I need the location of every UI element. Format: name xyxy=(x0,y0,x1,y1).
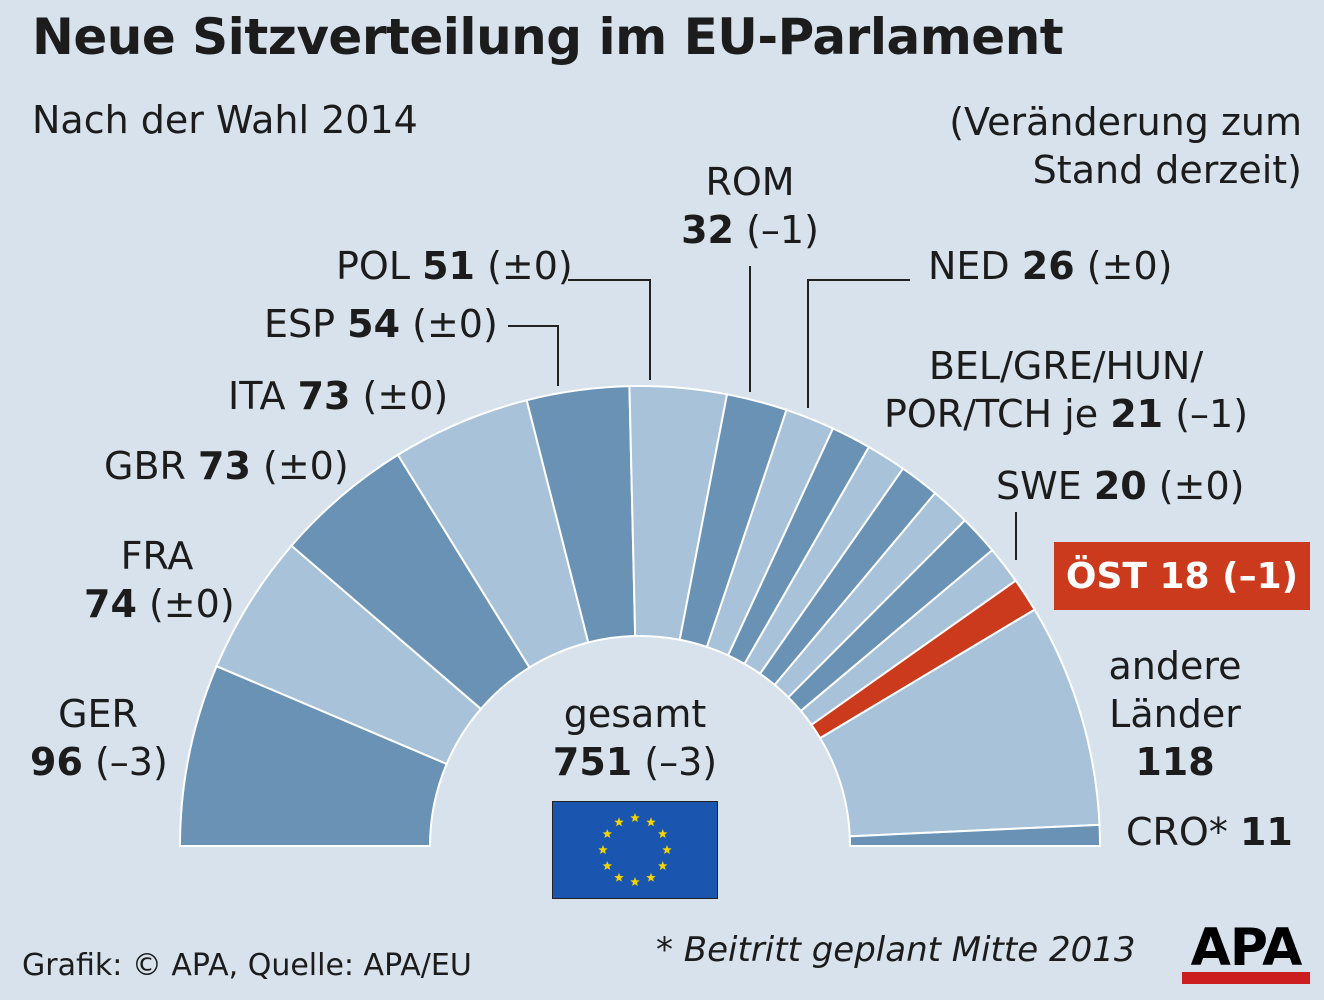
segment-cro xyxy=(848,823,1102,847)
label-esp-value: 54 xyxy=(347,302,401,346)
flag-star-icon xyxy=(657,829,668,839)
flag-star-icon xyxy=(662,845,672,855)
label-ned-value: 26 xyxy=(1021,244,1075,288)
label-pol: POL 51 (±0) xyxy=(336,242,573,290)
label-pol-name: POL xyxy=(336,244,410,288)
label-rom-name: ROM xyxy=(705,160,795,204)
label-fra: FRA 74 (±0) xyxy=(84,532,235,628)
flag-star-icon xyxy=(646,817,656,827)
label-gbr-value: 73 xyxy=(198,444,251,488)
label-ned-change: (±0) xyxy=(1086,244,1173,288)
flag-star-icon xyxy=(598,845,608,855)
apa-logo: APA xyxy=(1182,918,1310,984)
label-andere-line1: andere xyxy=(1108,644,1242,688)
label-ost-badge: ÖST 18 (–1) xyxy=(1054,542,1310,610)
label-swe: SWE 20 (±0) xyxy=(996,462,1244,510)
eu-flag-icon xyxy=(552,801,718,899)
label-andere-line2: Länder xyxy=(1109,692,1241,736)
seat-segments xyxy=(178,385,1102,847)
flag-star-icon xyxy=(602,829,613,839)
label-fra-name: FRA xyxy=(120,534,194,578)
leader-line-ned xyxy=(807,279,910,408)
label-total-value: 751 xyxy=(552,740,633,784)
footer-credit: Grafik: © APA, Quelle: APA/EU xyxy=(22,948,472,983)
flag-star-icon xyxy=(614,872,624,882)
label-gbr-name: GBR xyxy=(104,444,186,488)
label-ita-name: ITA xyxy=(228,374,286,418)
label-total-change: (–3) xyxy=(644,740,718,784)
label-ger-name: GER xyxy=(58,692,138,736)
change-note: (Veränderung zum Stand derzeit) xyxy=(949,100,1302,192)
label-cro-name: CRO* xyxy=(1126,810,1228,854)
label-total-label: gesamt xyxy=(563,692,707,736)
label-cro: CRO* 11 xyxy=(1126,808,1293,856)
flag-star-icon xyxy=(630,877,640,887)
label-ger: GER 96 (–3) xyxy=(30,690,168,786)
leader-line-esp xyxy=(508,325,559,386)
flag-star-icon xyxy=(614,817,624,827)
label-rom-value: 32 xyxy=(681,208,734,252)
label-ger-change: (–3) xyxy=(94,740,168,784)
chart-title: Neue Sitzverteilung im EU-Parlament xyxy=(32,8,1064,66)
flag-star-icon xyxy=(657,861,668,871)
apa-logo-bar xyxy=(1182,972,1310,984)
label-total: gesamt 751 (–3) xyxy=(540,690,730,786)
label-rom: ROM 32 (–1) xyxy=(676,158,824,254)
label-andere: andere Länder 118 xyxy=(1100,642,1250,786)
label-group-value: 21 xyxy=(1110,392,1164,436)
label-group: BEL/GRE/HUN/ POR/TCH je 21 (–1) xyxy=(876,342,1256,438)
label-swe-change: (±0) xyxy=(1158,464,1245,508)
label-ita-change: (±0) xyxy=(362,374,449,418)
label-cro-value: 11 xyxy=(1239,810,1293,854)
label-rom-change: (–1) xyxy=(746,208,819,252)
label-ita-value: 73 xyxy=(297,374,351,418)
label-group-change: (–1) xyxy=(1175,392,1249,436)
label-pol-change: (±0) xyxy=(487,244,573,288)
label-ned-name: NED xyxy=(928,244,1010,288)
label-group-line1: BEL/GRE/HUN/ xyxy=(928,344,1204,388)
flag-star-icon xyxy=(602,861,613,871)
label-swe-name: SWE xyxy=(996,464,1082,508)
label-fra-value: 74 xyxy=(84,582,137,626)
label-esp-name: ESP xyxy=(264,302,336,346)
chart-subtitle: Nach der Wahl 2014 xyxy=(32,98,418,142)
label-pol-value: 51 xyxy=(422,244,475,288)
label-ned: NED 26 (±0) xyxy=(928,242,1172,290)
apa-logo-text: APA xyxy=(1190,918,1303,978)
flag-star-icon xyxy=(630,813,640,823)
label-gbr-change: (±0) xyxy=(263,444,349,488)
label-swe-value: 20 xyxy=(1093,464,1147,508)
label-esp: ESP 54 (±0) xyxy=(264,300,498,348)
label-ger-value: 96 xyxy=(30,740,83,784)
leader-line-pol xyxy=(568,279,651,380)
label-ita: ITA 73 (±0) xyxy=(228,372,448,420)
footnote: * Beitritt geplant Mitte 2013 xyxy=(656,930,1136,970)
label-andere-value: 118 xyxy=(1135,740,1215,784)
label-fra-change: (±0) xyxy=(148,582,235,626)
flag-star-icon xyxy=(646,872,656,882)
label-gbr: GBR 73 (±0) xyxy=(104,442,349,490)
leader-lines xyxy=(508,266,1017,560)
label-group-line2: POR/TCH je xyxy=(883,392,1099,436)
label-esp-change: (±0) xyxy=(412,302,498,346)
